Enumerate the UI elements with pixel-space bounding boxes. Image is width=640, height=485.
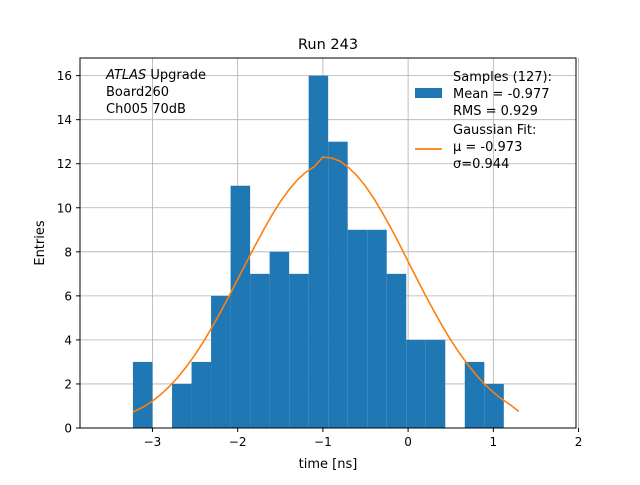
histogram-bar	[211, 295, 231, 428]
legend-label-line: σ=0.944	[453, 157, 509, 172]
legend: Samples (127): Mean = -0.977 RMS = 0.929…	[415, 70, 552, 172]
y-axis-label: Entries	[33, 220, 48, 266]
histogram-bar	[191, 361, 212, 428]
y-tick-label: 6	[64, 289, 72, 303]
y-tick-label: 10	[57, 201, 72, 215]
histogram-bar	[347, 229, 368, 428]
histogram-bar	[269, 251, 290, 428]
y-tick-label: 16	[57, 69, 72, 83]
legend-histogram-swatch	[415, 88, 442, 98]
annotation-line: ATLAS Upgrade	[105, 68, 206, 83]
legend-label-line: Mean = -0.977	[453, 87, 549, 102]
histogram-bar	[386, 273, 407, 428]
histogram-bar	[406, 339, 426, 428]
fit-curve-layer	[132, 156, 520, 413]
x-axis-label: time [ns]	[299, 457, 358, 472]
y-tick-label: 2	[64, 377, 72, 391]
x-tick-label: −3	[144, 435, 162, 449]
gaussian-fit-curve	[132, 156, 520, 413]
annotation-line: Board260	[106, 85, 169, 100]
histogram-bar	[250, 273, 270, 428]
plot-frame	[79, 57, 577, 429]
legend-label-line: Gaussian Fit:	[453, 123, 536, 138]
histogram-bar	[308, 75, 329, 428]
histogram-bars	[132, 75, 504, 428]
y-tick-label: 4	[64, 333, 72, 347]
legend-label-line: Samples (127):	[453, 70, 552, 85]
histogram-bar	[367, 229, 387, 428]
x-tick-label: 0	[404, 435, 412, 449]
annotation: ATLAS Upgrade Board260 Ch005 70dB	[105, 68, 206, 117]
histogram-bar	[328, 141, 348, 428]
y-tick-label: 12	[57, 157, 72, 171]
y-tick-label: 14	[57, 113, 72, 127]
annotation-line: Ch005 70dB	[106, 102, 186, 117]
y-tick-label: 8	[64, 245, 72, 259]
y-tick-label: 0	[64, 422, 72, 436]
chart-title: Run 243	[298, 37, 358, 53]
legend-label-line: RMS = 0.929	[453, 104, 538, 119]
histogram-bar	[230, 185, 251, 428]
x-tick-label: 1	[490, 435, 498, 449]
x-tick-label: −2	[229, 435, 247, 449]
histogram-bar	[289, 273, 309, 428]
x-tick-label: 2	[575, 435, 583, 449]
x-tick-label: −1	[314, 435, 332, 449]
histogram-bar	[484, 383, 504, 428]
histogram-bar	[132, 361, 153, 428]
histogram-bar	[425, 339, 446, 428]
legend-label-line: μ = -0.973	[453, 140, 522, 155]
histogram-bar	[172, 383, 192, 428]
